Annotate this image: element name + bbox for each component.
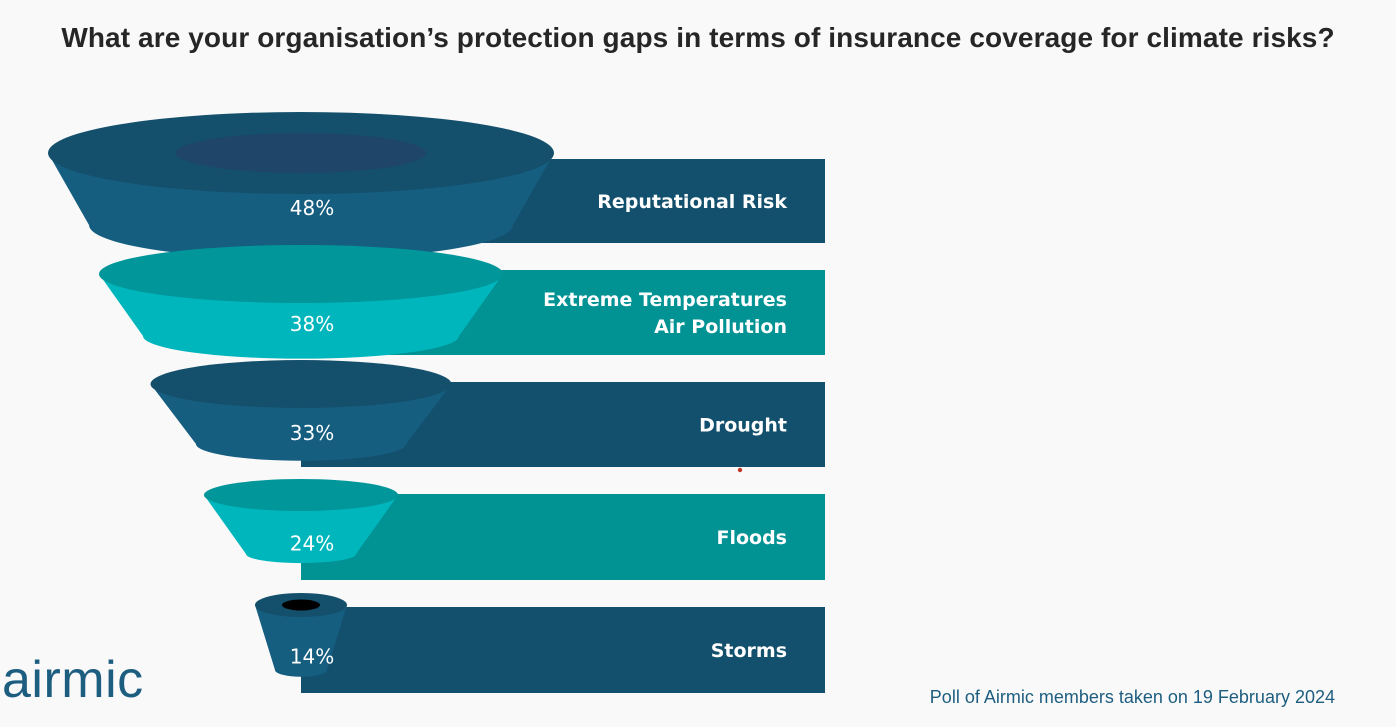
decorative-dot — [737, 467, 743, 473]
category-bar — [301, 607, 825, 693]
tier-top — [99, 245, 503, 303]
category-label: Storms — [711, 640, 787, 662]
funnel-inner-ring — [176, 133, 426, 173]
funnel-tier: 33% — [150, 360, 452, 461]
tier-top — [150, 360, 452, 408]
value-label: 33% — [290, 421, 334, 445]
funnel-hole — [282, 599, 320, 611]
category-label: Floods — [716, 527, 787, 549]
value-label: 38% — [290, 312, 334, 336]
page-title: What are your organisation’s protection … — [61, 22, 1335, 53]
value-label: 48% — [290, 196, 334, 220]
funnel-tier: 48% — [48, 112, 554, 260]
category-label: Reputational Risk — [597, 191, 787, 213]
tier-body — [204, 495, 398, 564]
tier-top — [204, 479, 398, 511]
bars-layer: Reputational Risk Extreme Temperatures Air… — [301, 159, 825, 693]
airmic-logo: airmic — [2, 651, 144, 709]
funnel-tier: 14% — [255, 593, 347, 677]
category-label: Drought — [699, 415, 787, 437]
poll-footnote: Poll of Airmic members taken on 19 Febru… — [929, 687, 1335, 707]
funnel-tier: 24% — [204, 479, 398, 564]
value-label: 24% — [290, 532, 334, 556]
value-label: 14% — [290, 645, 334, 669]
funnel-tier: 38% — [99, 245, 503, 359]
funnel-layer: 48% 38% 33% 24% 14% — [48, 112, 554, 677]
tier-body — [255, 605, 347, 677]
category-label: Extreme Temperatures Air Pollution — [543, 289, 787, 338]
